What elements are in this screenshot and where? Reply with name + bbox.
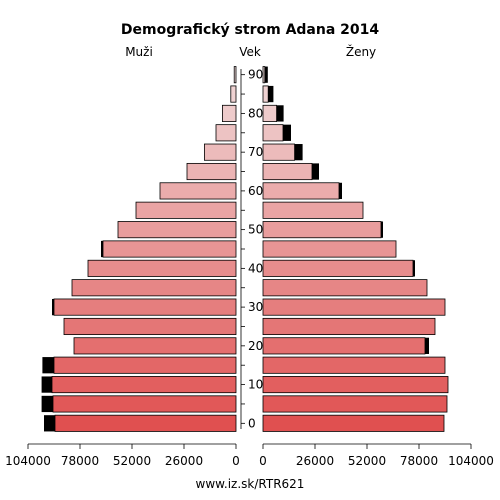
female-bar-40-44 [262, 259, 414, 277]
male-bar-75-79 [215, 124, 237, 142]
female-excess-90-94 [264, 66, 268, 83]
male-excess-10-14 [41, 376, 52, 393]
female-bar-50-54 [262, 221, 382, 239]
female-bar-80-84 [262, 104, 278, 122]
male-excess-5-9 [41, 395, 53, 413]
x-tick-label-left: 104000 [5, 454, 51, 468]
x-axis-right: 0 26000 52000 78000 104000 [259, 443, 494, 468]
male-bar-40-44 [87, 259, 237, 277]
female-bar-45-49 [262, 240, 397, 258]
female-excess-65-69 [312, 163, 319, 180]
male-bar-0-4 [54, 414, 237, 432]
age-tick-label: 20 [248, 339, 263, 353]
age-tick-label: 90 [248, 68, 263, 82]
male-bar-5-9 [52, 395, 237, 413]
male-excess-30-34 [52, 298, 54, 316]
age-tick-label: 70 [248, 145, 263, 159]
x-tick-label-right: 78000 [400, 454, 438, 468]
male-bars [41, 66, 237, 432]
male-bar-65-69 [186, 162, 237, 181]
x-tick-label-right: 104000 [448, 454, 494, 468]
male-excess-15-19 [42, 357, 54, 374]
female-bar-60-64 [262, 182, 340, 200]
x-tick-label-right: 52000 [348, 454, 386, 468]
male-bar-60-64 [159, 182, 237, 200]
male-bar-85-89 [230, 85, 237, 103]
male-bar-70-74 [203, 143, 237, 161]
source-label: www.iz.sk/RTR621 [196, 477, 305, 491]
age-tick-label: 10 [248, 378, 263, 392]
male-bar-20-24 [73, 337, 237, 355]
x-tick-label-left: 52000 [113, 454, 151, 468]
center-header-vek: Vek [239, 45, 261, 59]
female-bar-20-24 [262, 337, 426, 355]
x-tick-label-left: 26000 [165, 454, 203, 468]
male-bar-35-39 [71, 279, 237, 297]
female-bar-85-89 [262, 85, 269, 103]
female-excess-70-74 [294, 144, 303, 161]
female-excess-20-24 [425, 337, 429, 354]
female-excess-50-54 [381, 221, 383, 238]
female-bar-35-39 [262, 279, 428, 297]
x-tick-label-left: 0 [232, 454, 240, 468]
female-bar-70-74 [262, 143, 296, 161]
female-excess-40-44 [413, 260, 415, 277]
male-excess-0-4 [44, 415, 55, 432]
female-excess-85-89 [268, 85, 274, 103]
female-bar-15-19 [262, 356, 446, 374]
chart-title: Demografický strom Adana 2014 [121, 22, 380, 38]
male-bar-10-14 [51, 376, 237, 394]
female-bars [262, 66, 449, 432]
male-bar-55-59 [135, 201, 237, 219]
female-excess-60-64 [339, 182, 342, 200]
age-tick-label: 40 [248, 261, 263, 275]
age-tick-label: 0 [248, 416, 256, 430]
female-bar-10-14 [262, 376, 449, 394]
male-bar-45-49 [102, 240, 237, 258]
age-tick-label: 50 [248, 223, 263, 237]
female-bar-30-34 [262, 298, 446, 316]
male-bar-50-54 [117, 221, 237, 239]
male-bar-25-29 [63, 317, 237, 336]
x-tick-label-right: 26000 [296, 454, 334, 468]
female-excess-80-84 [276, 105, 284, 122]
age-tick-label: 30 [248, 300, 263, 314]
female-bar-5-9 [262, 395, 448, 413]
female-bar-0-4 [262, 414, 445, 432]
female-bar-25-29 [262, 317, 436, 336]
male-bar-90-94 [233, 66, 237, 84]
male-bar-30-34 [53, 298, 237, 316]
female-excess-75-79 [283, 124, 291, 141]
right-header-zeny: Ženy [346, 44, 376, 59]
x-tick-label-left: 78000 [61, 454, 99, 468]
female-bar-65-69 [262, 162, 313, 181]
age-tick-label: 60 [248, 184, 263, 198]
male-bar-15-19 [53, 356, 237, 374]
male-bar-80-84 [221, 104, 237, 122]
left-header-muzi: Muži [125, 45, 153, 59]
x-tick-label-right: 0 [259, 454, 267, 468]
female-bar-55-59 [262, 201, 364, 219]
male-excess-45-49 [101, 240, 103, 258]
female-bar-75-79 [262, 124, 284, 142]
age-axis: 0 10 20 30 40 50 60 70 80 90 [240, 68, 263, 430]
age-tick-label: 80 [248, 106, 263, 120]
x-axis-left: 104000 78000 52000 26000 0 [5, 443, 240, 468]
